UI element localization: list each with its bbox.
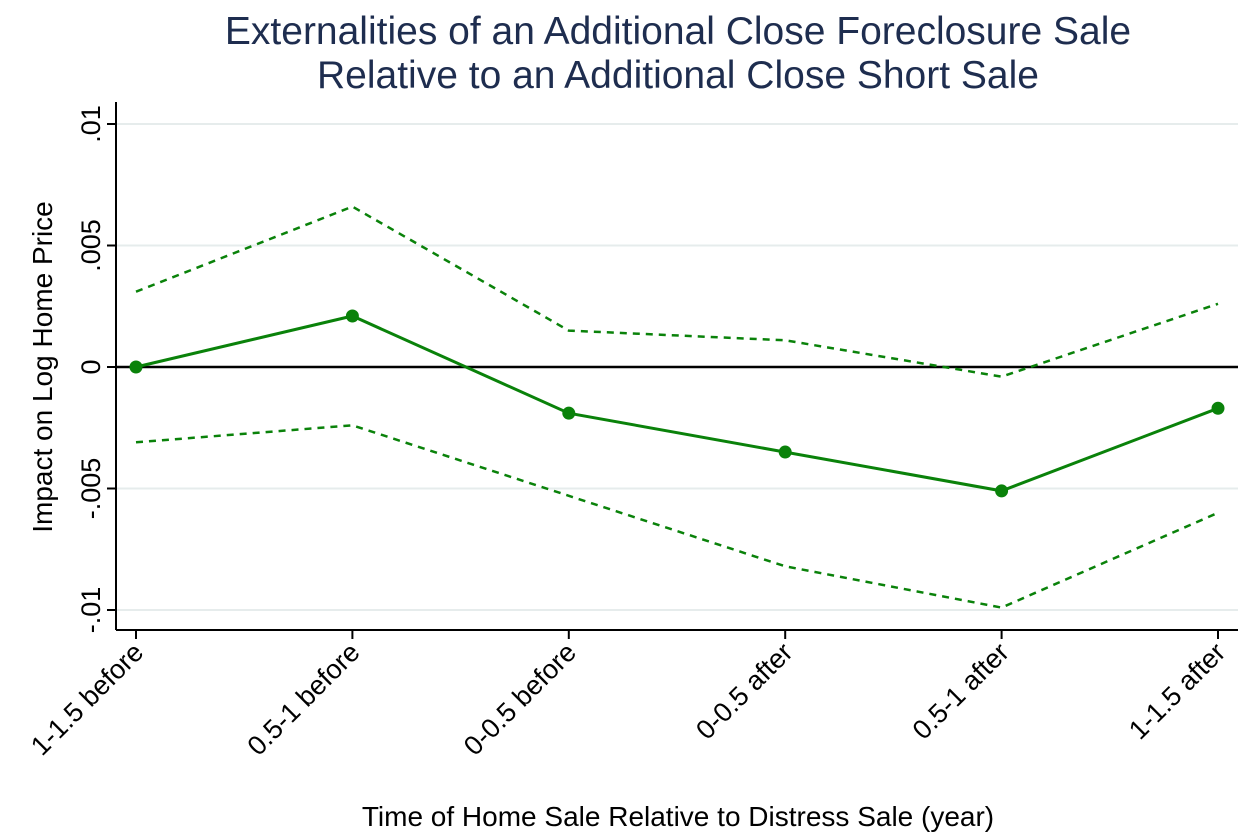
y-tick-label-0: .01 — [76, 105, 106, 143]
y-tick-label-4: -.01 — [76, 587, 106, 634]
y-axis-label: Impact on Log Home Price — [27, 201, 58, 533]
estimate-point-3 — [778, 445, 792, 459]
plot-series — [129, 205, 1225, 609]
estimate-point-2 — [562, 406, 576, 420]
upper-series-line — [135, 205, 1219, 378]
chart-subtitle: Relative to an Additional Close Short Sa… — [317, 54, 1039, 97]
lower-series-line — [135, 424, 1219, 609]
estimate-point-0 — [129, 360, 143, 374]
x-tick-label-3: 0-0.5 after — [690, 637, 798, 745]
y-tick-label-1: .005 — [76, 219, 106, 272]
estimate-point-1 — [345, 309, 359, 323]
grid-lines — [116, 123, 1238, 611]
y-tick-label-2: 0 — [76, 359, 106, 374]
x-tick-label-0: 1-1.5 before — [25, 637, 149, 761]
x-tick-label-4: 0.5-1 after — [907, 637, 1015, 745]
estimate-point-5 — [1211, 401, 1225, 415]
x-ticks: 1-1.5 before 0.5-1 before 0-0.5 before 0-0.… — [25, 630, 1231, 761]
x-tick-label-1: 0.5-1 before — [241, 637, 365, 761]
x-tick-label-2: 0-0.5 before — [458, 637, 582, 761]
estimate-point-4 — [995, 484, 1009, 498]
estimate-series-line — [135, 314, 1219, 493]
y-tick-label-3: -.005 — [76, 458, 106, 520]
chart-title: Externalities of an Additional Close For… — [225, 10, 1131, 53]
x-tick-label-5: 1-1.5 after — [1123, 637, 1231, 745]
y-ticks: .01 .005 0 -.005 -.01 — [76, 105, 116, 633]
x-axis-label: Time of Home Sale Relative to Distress S… — [362, 801, 994, 832]
